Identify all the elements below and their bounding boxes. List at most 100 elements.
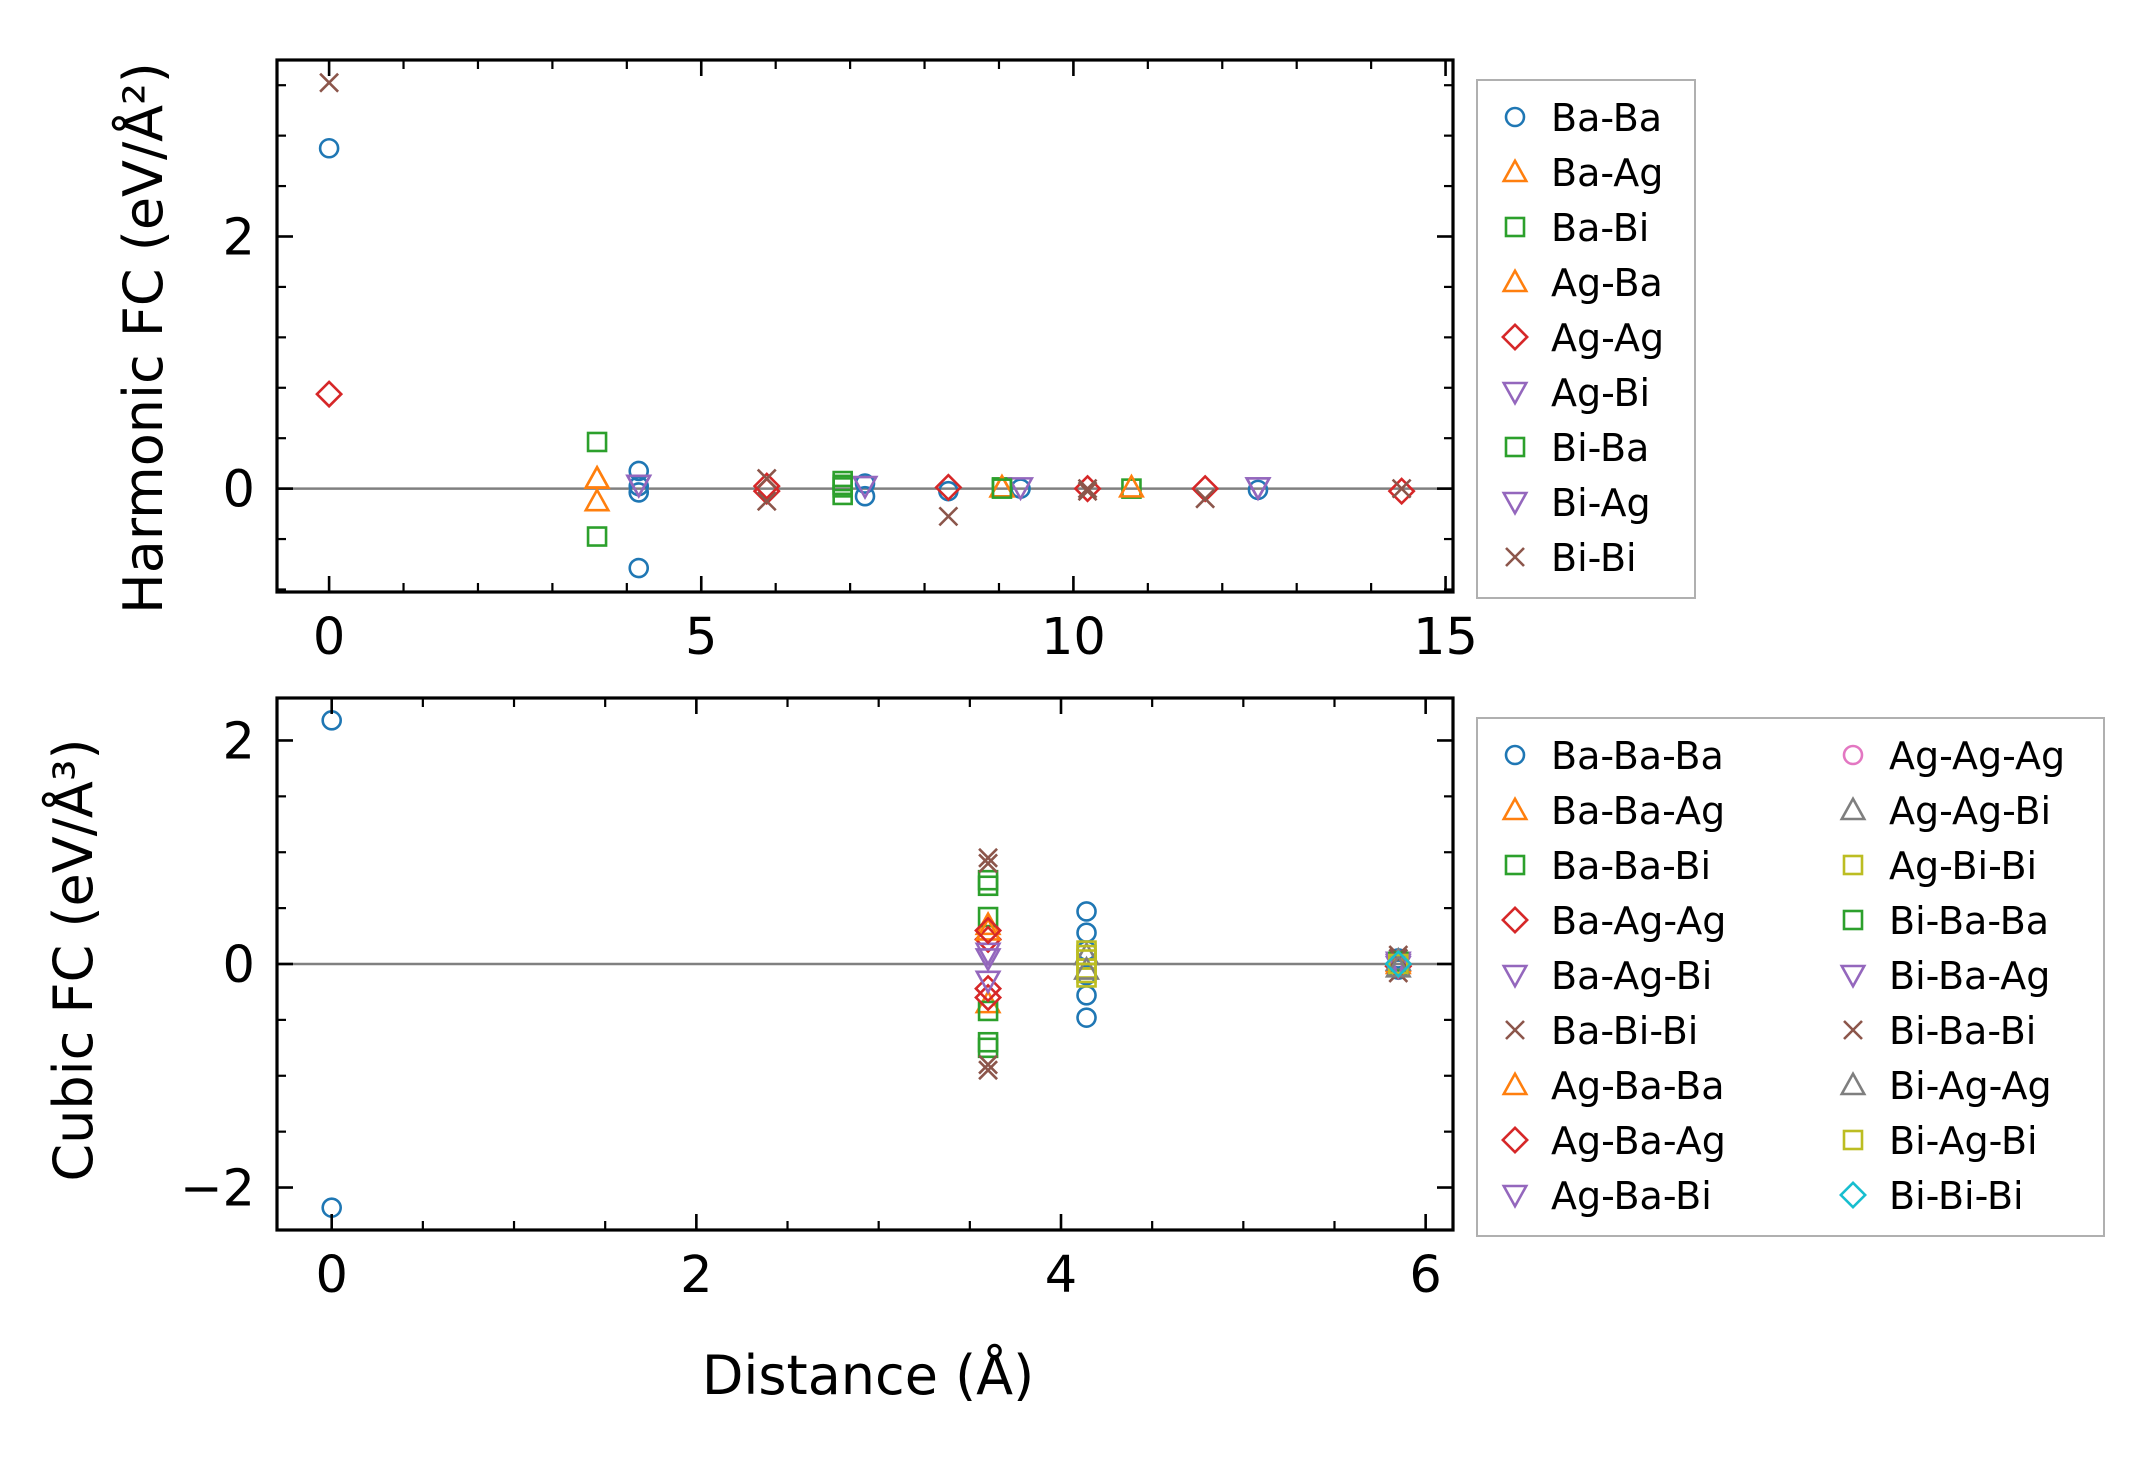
harmonic-point [938,480,959,502]
cubic-point [1076,901,1097,922]
cubic-series-bi-ag-ag [1073,953,1412,980]
harmonic-legend-label: Ag-Ag [1551,316,1664,360]
cubic-legend-item: Ag-Ag-Ag [1842,734,2065,778]
harmonic-legend-item: Ba-Ba [1504,96,1662,140]
harmonic-point [583,464,611,489]
cubic-legend-item: Ba-Bi-Bi [1505,1009,1698,1053]
harmonic-series-bi-ba [832,474,1013,499]
harmonic-series-ba-ba [318,137,1269,579]
harmonic-legend-marker [1501,381,1529,406]
cubic-legend-marker [1504,854,1526,876]
harmonic-legend-item: Ba-Bi [1504,206,1649,250]
cubic-legend-item: Ag-Ba-Ba [1501,1064,1725,1108]
cubic-legend-label: Ag-Ba-Bi [1551,1174,1712,1218]
harmonic-legend-marker [1504,216,1526,238]
harmonic-series-ag-bi [625,474,1272,502]
harmonic-point [318,137,340,159]
harmonic-legend-item: Ba-Ag [1501,151,1663,195]
cubic-legend-label: Bi-Ag-Ag [1889,1064,2052,1108]
harmonic-point [1244,477,1272,502]
harmonic-point [1387,477,1416,506]
harmonic-point [938,506,959,527]
cubic-legend-marker [1839,1181,1867,1209]
cubic-ylabel: Cubic FC (eV/Å³) [41,738,105,1181]
cubic-legend-marker [1501,1184,1529,1209]
cubic-legend-item: Ag-Bi-Bi [1842,844,2037,888]
cubic-point [978,853,998,874]
cubic-legend-label: Ba-Ag-Bi [1551,954,1712,998]
harmonic-legend-marker [1504,106,1526,128]
harmonic-point [1007,477,1035,502]
cubic-legend-item: Bi-Bi-Bi [1839,1174,2024,1218]
cubic-legend-label: Bi-Ba-Ba [1889,899,2049,943]
cubic-point [977,869,999,891]
cubic-axes: 0 2 4 6 −2 0 2 [180,696,1455,1305]
cubic-fc-plot: 0 2 4 6 −2 0 2 Cubic FC (eV/Å³) Distance (Å) B… [41,696,2105,1407]
harmonic-legend-label: Ag-Ba [1551,261,1663,305]
cubic-point [321,710,342,731]
cubic-point [974,948,1002,973]
cubic-legend-marker [1839,796,1867,821]
cubic-point [977,875,999,897]
cubic-plot-area [277,710,1453,1218]
harmonic-point [583,464,611,489]
cubic-point [974,916,1002,941]
cubic-xlabel: Distance (Å) [702,1343,1034,1407]
harmonic-point [854,485,876,507]
cubic-legend-marker [1501,1126,1529,1154]
harmonic-legend-item: Ag-Bi [1501,371,1650,415]
cubic-point [974,983,1003,1012]
cubic-series-bi-ag-bi [1076,944,1409,984]
cubic-point [978,1054,998,1075]
harmonic-axes: 0 5 10 15 0 2 [223,58,1478,667]
cubic-legend-item: Ag-Ba-Ag [1501,1119,1726,1163]
cubic-legend-label: Ba-Ba-Bi [1551,844,1711,888]
cubic-ytick-label: 0 [223,936,255,995]
harmonic-plot-area [277,72,1453,579]
harmonic-point [628,482,650,503]
harmonic-point [1195,488,1216,509]
cubic-legend-label: Bi-Ba-Bi [1889,1009,2036,1053]
cubic-point [1073,955,1100,980]
cubic-legend-label: Bi-Ba-Ag [1889,954,2050,998]
harmonic-point [832,474,853,496]
harmonic-legend-marker [1501,158,1529,183]
harmonic-ytick-label: 2 [223,208,255,267]
cubic-point [1384,950,1413,978]
cubic-legend-marker [1842,909,1864,931]
harmonic-legend-label: Bi-Ag [1551,481,1651,525]
cubic-point [978,1060,998,1081]
cubic-point [1076,1007,1097,1028]
harmonic-point [1118,473,1145,498]
cubic-legend-marker [1501,906,1529,934]
harmonic-point [752,472,781,501]
harmonic-point [1077,478,1098,499]
harmonic-point [628,557,650,579]
harmonic-series-bi-ag [625,474,1272,502]
cubic-legend: Ba-Ba-Ba Ba-Ba-Ag Ba-Ba-Bi Ba-Ag-Ag Ba-Ag-Bi… [1476,717,2105,1237]
harmonic-frame [275,58,1455,594]
harmonic-point [583,487,611,512]
harmonic-legend-label: Bi-Ba [1551,426,1649,470]
cubic-point [974,974,1003,1003]
cubic-legend-item: Ba-Ba-Ag [1501,789,1725,833]
cubic-legend-label: Ag-Ba-Ba [1551,1064,1725,1108]
harmonic-point [319,72,340,93]
cubic-legend-item: Ba-Ba-Ba [1504,734,1724,778]
cubic-point [977,1031,999,1053]
harmonic-point [934,473,963,502]
cubic-legend-label: Ba-Ba-Ag [1551,789,1725,833]
cubic-legend-marker [1843,1020,1863,1040]
harmonic-legend-item: Bi-Ba [1504,426,1649,470]
cubic-legend-label: Ag-Ba-Ag [1551,1119,1726,1163]
harmonic-legend-label: Ba-Bi [1551,206,1649,250]
cubic-legend-item: Ag-Ba-Bi [1501,1174,1712,1218]
cubic-ytick-label: −2 [180,1160,255,1219]
harmonic-point [1191,474,1220,503]
cubic-legend-item: Bi-Ba-Bi [1843,1009,2036,1053]
harmonic-legend-label: Bi-Bi [1551,536,1637,580]
harmonic-point [586,526,608,547]
cubic-legend-label: Ag-Ag-Ag [1889,734,2065,778]
cubic-point [1076,962,1097,984]
harmonic-legend: Ba-Ba Ba-Ag Ba-Bi Ag-Ba Ag-Ag Ag-Bi Bi-Ba Bi-Ag… [1476,79,1696,599]
